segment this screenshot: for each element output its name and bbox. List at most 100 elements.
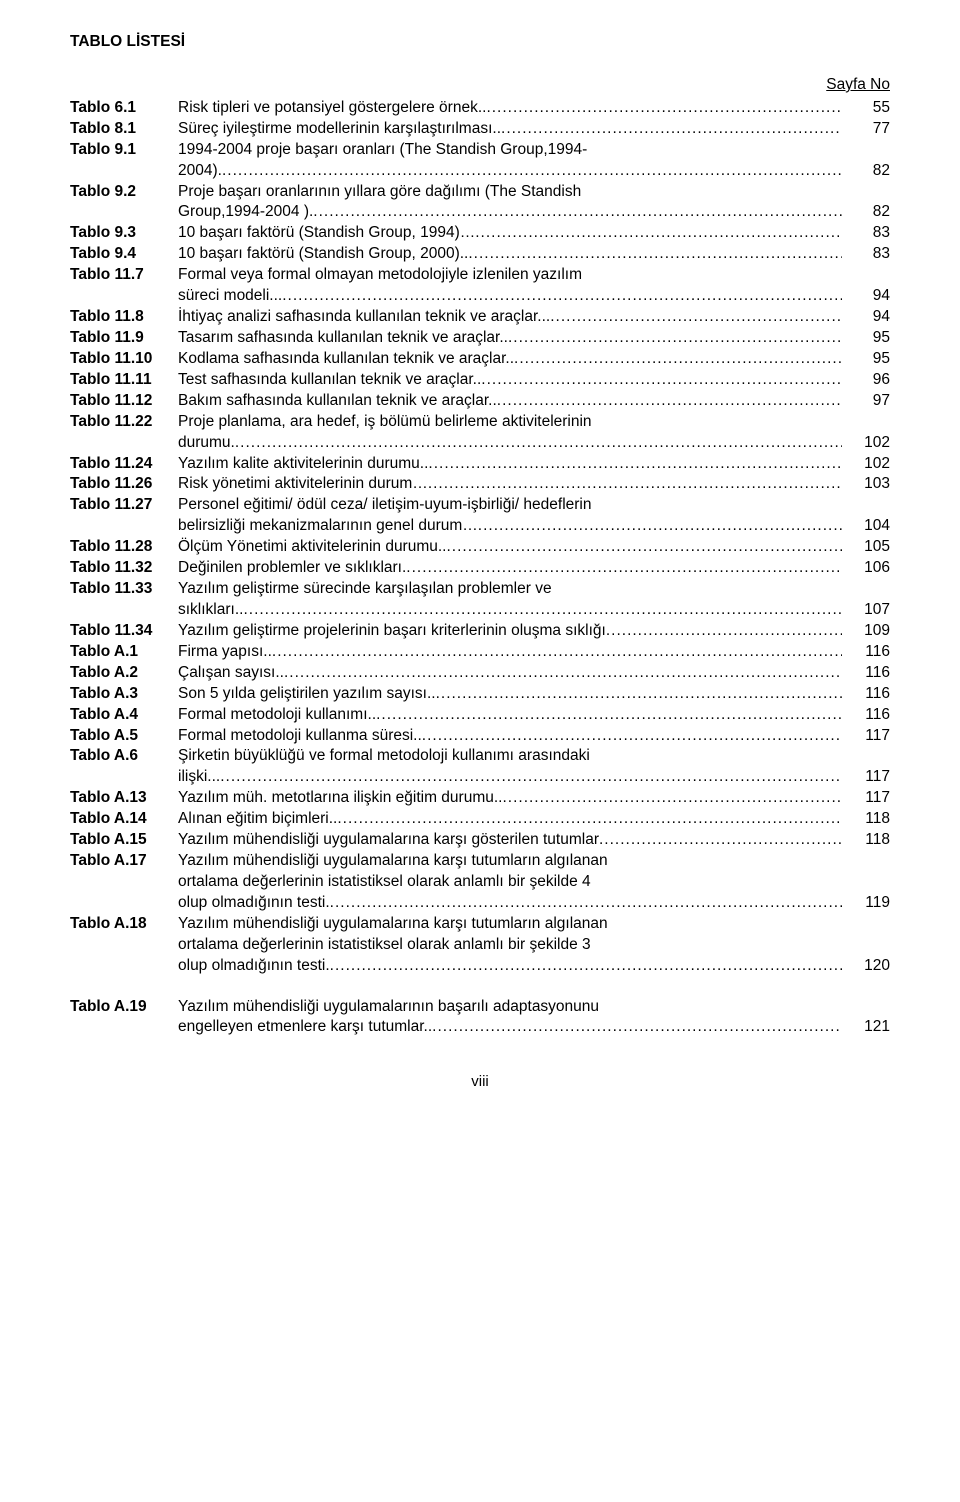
tablo-entry-line: Tablo 8.1Süreç iyileştirme modellerinin … [70, 119, 890, 140]
tablo-label: Tablo 11.34 [70, 621, 178, 642]
tablo-entry: Tablo 9.310 başarı faktörü (Standish Gro… [70, 223, 890, 244]
tablo-label: Tablo 11.24 [70, 454, 178, 475]
tablo-description-text: Yazılım mühendisliği uygulamalarına karş… [178, 915, 608, 932]
tablo-page-number: 116 [842, 642, 890, 663]
tablo-entry: Tablo 9.2Proje başarı oranlarının yıllar… [70, 182, 890, 224]
tablo-description: Süreç iyileştirme modellerinin karşılaşt… [178, 119, 842, 140]
tablo-description-text: Tasarım safhasında kullanılan teknik ve … [178, 328, 508, 349]
tablo-description: 10 başarı faktörü (Standish Group, 2000)… [178, 244, 842, 265]
tablo-entry-line: Tablo A.18Yazılım mühendisliği uygulamal… [70, 914, 890, 935]
tablo-description: Tasarım safhasında kullanılan teknik ve … [178, 328, 842, 349]
tablo-description-text: Firma yapısı.. [178, 642, 272, 663]
tablo-entry: Tablo A.15Yazılım mühendisliği uygulamal… [70, 830, 890, 851]
tablo-description-text: Formal metodoloji kullanımı.. [178, 705, 376, 726]
tablo-description-text: olup olmadığının testi. [178, 956, 330, 977]
tablo-description: Yazılım kalite aktivitelerinin durumu.. [178, 454, 842, 475]
leader-dots [606, 621, 842, 642]
tablo-label: Tablo A.6 [70, 746, 178, 767]
tablo-entry: Tablo 11.9Tasarım safhasında kullanılan … [70, 328, 890, 349]
leader-dots [514, 349, 842, 370]
tablo-entry: Tablo A.2Çalışan sayısı..116 [70, 663, 890, 684]
leader-dots [272, 642, 842, 663]
tablo-entry-line: Tablo 11.8İhtiyaç analizi safhasında kul… [70, 307, 890, 328]
tablo-page-number: 103 [842, 474, 890, 495]
tablo-page-number: 104 [842, 516, 890, 537]
tablo-description: Formal veya formal olmayan metodolojiyle… [178, 265, 842, 286]
tablo-label: Tablo A.2 [70, 663, 178, 684]
tablo-page-number: 105 [842, 537, 890, 558]
leader-dots [282, 286, 842, 307]
tablo-description: olup olmadığının testi. [178, 893, 842, 914]
tablo-entry-line: 2004).82 [70, 161, 890, 182]
tablo-entry-line: Tablo A.14Alınan eğitim biçimleri..118 [70, 809, 890, 830]
tablo-label: Tablo A.14 [70, 809, 178, 830]
page-number-footer: viii [70, 1072, 890, 1092]
leader-dots [475, 223, 842, 244]
tablo-entry: Tablo 6.1Risk tipleri ve potansiyel göst… [70, 98, 890, 119]
tablo-entry-line: Tablo 11.7Formal veya formal olmayan met… [70, 265, 890, 286]
tablo-page-number: 82 [842, 161, 890, 182]
tablo-label: Tablo 11.10 [70, 349, 178, 370]
tablo-label: Tablo A.17 [70, 851, 178, 872]
tablo-entry-line: Tablo 11.33Yazılım geliştirme sürecinde … [70, 579, 890, 600]
tablo-entry-line: Tablo A.3Son 5 yılda geliştirilen yazılı… [70, 684, 890, 705]
leader-dots [313, 202, 842, 223]
tablo-page-number: 83 [842, 223, 890, 244]
tablo-entry-line: engelleyen etmenlere karşı tutumlar..121 [70, 1017, 890, 1038]
tablo-entry: Tablo 11.12Bakım safhasında kullanılan t… [70, 391, 890, 412]
tablo-description-text: Proje başarı oranlarının yıllara göre da… [178, 183, 581, 200]
tablo-list: Tablo 6.1Risk tipleri ve potansiyel göst… [70, 98, 890, 1039]
tablo-page-number: 55 [842, 98, 890, 119]
tablo-entry: Tablo A.17Yazılım mühendisliği uygulamal… [70, 851, 890, 914]
tablo-entry: Tablo A.1Firma yapısı..116 [70, 642, 890, 663]
tablo-description: Risk yönetimi aktivitelerinin durum… [178, 474, 842, 495]
tablo-description-text: Formal metodoloji kullanma süresi.. [178, 726, 422, 747]
tablo-entry: Tablo 8.1Süreç iyileştirme modellerinin … [70, 119, 890, 140]
tablo-description: 1994-2004 proje başarı oranları (The Sta… [178, 140, 842, 161]
tablo-description: Yazılım mühendisliği uygulamalarının baş… [178, 997, 842, 1018]
tablo-description-text: Alınan eğitim biçimleri.. [178, 809, 337, 830]
tablo-description-text: Değinilen problemler ve sıklıkları. [178, 558, 406, 579]
tablo-description-text: engelleyen etmenlere karşı tutumlar.. [178, 1017, 432, 1038]
tablo-entry: Tablo A.5Formal metodoloji kullanma süre… [70, 726, 890, 747]
tablo-description-text: ilişki... [178, 767, 220, 788]
leader-dots [501, 119, 842, 140]
tablo-page-number: 94 [842, 286, 890, 307]
tablo-description-text: sıklıkları.. [178, 600, 243, 621]
tablo-entry-line: Tablo A.15Yazılım mühendisliği uygulamal… [70, 830, 890, 851]
tablo-label: Tablo 11.28 [70, 537, 178, 558]
tablo-description: Firma yapısı.. [178, 642, 842, 663]
tablo-entry-line: Tablo 9.11994-2004 proje başarı oranları… [70, 140, 890, 161]
tablo-label: Tablo 9.4 [70, 244, 178, 265]
tablo-description: 2004). [178, 161, 842, 182]
tablo-label: Tablo 11.26 [70, 474, 178, 495]
tablo-entry: Tablo 9.11994-2004 proje başarı oranları… [70, 140, 890, 182]
tablo-label: Tablo 11.9 [70, 328, 178, 349]
tablo-description: belirsizliği mekanizmalarının genel duru… [178, 516, 842, 537]
tablo-entry-line: Tablo 11.9Tasarım safhasında kullanılan … [70, 328, 890, 349]
leader-dots [406, 558, 842, 579]
leader-dots [243, 600, 842, 621]
tablo-description-text: olup olmadığının testi. [178, 893, 330, 914]
tablo-entry-line: ortalama değerlerinin istatistiksel olar… [70, 935, 890, 956]
tablo-entry: Tablo 11.26Risk yönetimi aktivitelerinin… [70, 474, 890, 495]
tablo-description-text: 10 başarı faktörü (Standish Group, 1994)… [178, 223, 475, 244]
tablo-description-text: Yazılım kalite aktivitelerinin durumu.. [178, 454, 428, 475]
leader-dots [468, 244, 842, 265]
tablo-page-number: 102 [842, 454, 890, 475]
tablo-entry: Tablo 11.24Yazılım kalite aktivitelerini… [70, 454, 890, 475]
tablo-entry-line: Group,1994-2004 ).82 [70, 202, 890, 223]
leader-dots [337, 809, 842, 830]
tablo-description: Yazılım mühendisliği uygulamalarına karş… [178, 914, 842, 935]
tablo-description: ortalama değerlerinin istatistiksel olar… [178, 872, 842, 893]
tablo-description: Alınan eğitim biçimleri.. [178, 809, 842, 830]
tablo-entry: Tablo 11.22Proje planlama, ara hedef, iş… [70, 412, 890, 454]
tablo-page-number: 95 [842, 328, 890, 349]
tablo-page-number: 102 [842, 433, 890, 454]
tablo-entry-line: Tablo A.1Firma yapısı..116 [70, 642, 890, 663]
tablo-description: Formal metodoloji kullanma süresi.. [178, 726, 842, 747]
tablo-entry: Tablo A.18Yazılım mühendisliği uygulamal… [70, 914, 890, 977]
tablo-entry-line: ilişki...117 [70, 767, 890, 788]
tablo-description: 10 başarı faktörü (Standish Group, 1994)… [178, 223, 842, 244]
tablo-entry-line: Tablo 9.2Proje başarı oranlarının yıllar… [70, 182, 890, 203]
